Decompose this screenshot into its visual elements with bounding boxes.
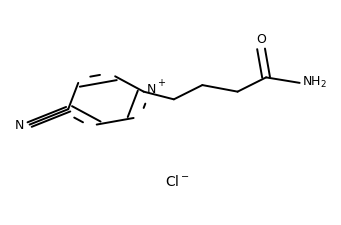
Text: O: O xyxy=(256,33,266,46)
Text: Cl$^-$: Cl$^-$ xyxy=(165,174,190,189)
Text: +: + xyxy=(157,78,165,88)
Text: N: N xyxy=(147,83,157,96)
Text: NH$_2$: NH$_2$ xyxy=(302,75,327,90)
Text: N: N xyxy=(15,119,25,132)
